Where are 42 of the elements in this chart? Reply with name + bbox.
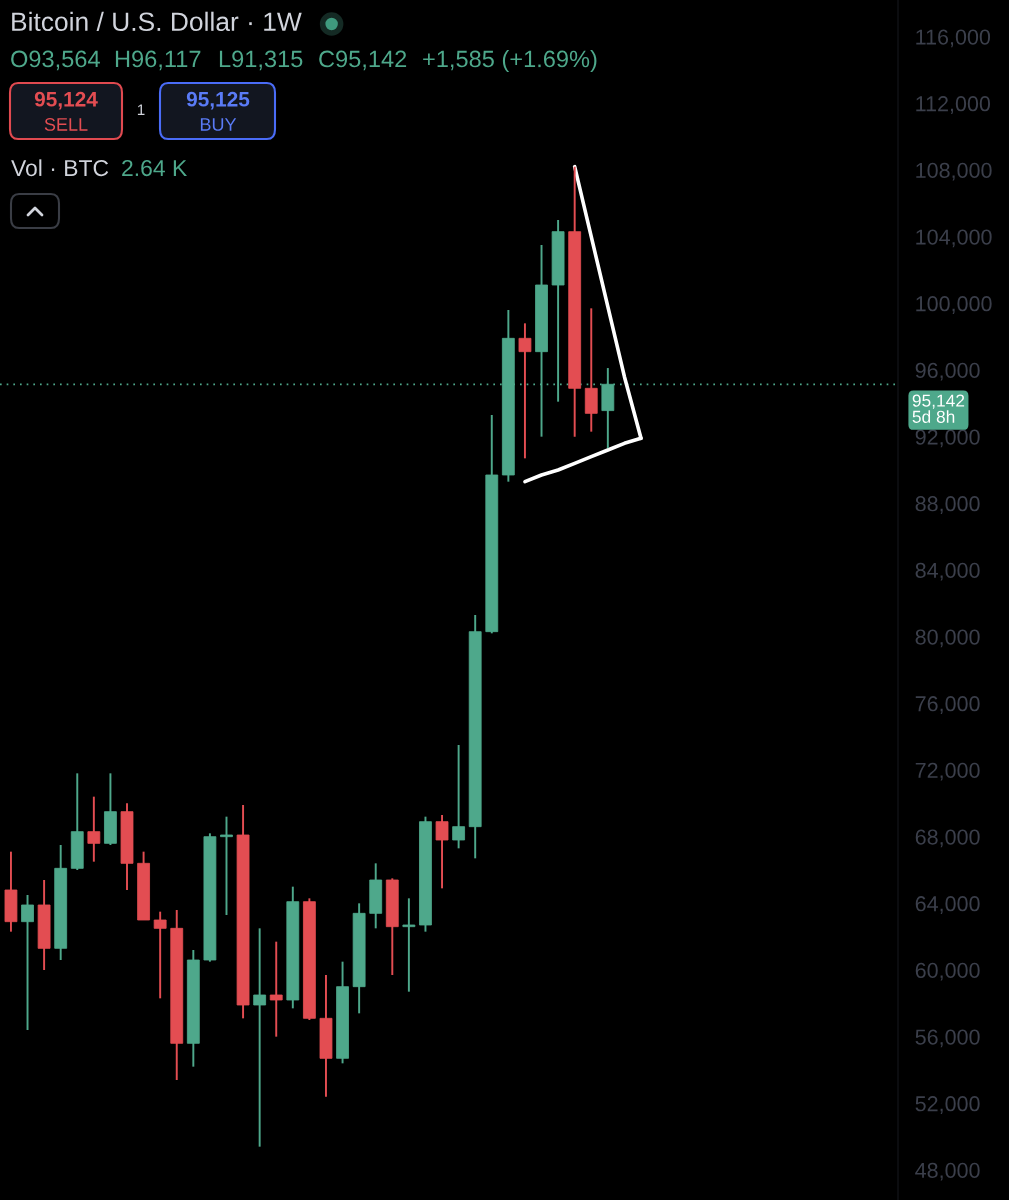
y-tick-label: 80,000: [915, 629, 980, 648]
y-tick-label: 108,000: [916, 162, 992, 181]
candlestick: [21, 894, 34, 1031]
y-tick-label: 88,000: [915, 496, 980, 514]
y-tick-label: 76,000: [915, 696, 980, 714]
candlestick: [435, 814, 449, 890]
annotation: +1,585 (+1.69%): [423, 50, 597, 72]
y-tick-label: 48,000: [915, 1162, 980, 1181]
annotation: 95,124: [34, 91, 98, 110]
y-tick-label: 104,000: [916, 229, 992, 248]
candlestick: [269, 940, 283, 1038]
candlestick: [452, 744, 466, 850]
annotation: 1: [137, 104, 145, 115]
candlestick: [87, 795, 101, 863]
annotation: L91,315: [219, 50, 303, 71]
candlestick: [220, 815, 233, 916]
chart-title: Bitcoin / U.S. Dollar · 1W: [12, 11, 302, 32]
annotation: 95,125: [186, 91, 250, 110]
y-tick-label: 64,000: [915, 896, 980, 914]
candlestick: [153, 910, 167, 1000]
y-tick-label: 116,000: [916, 29, 991, 48]
y-tick-label: 112,000: [916, 96, 991, 114]
candlestick: [402, 897, 416, 993]
annotation: O93,564: [11, 50, 100, 71]
ref-line-label: 95,142 5d 8h: [912, 394, 965, 423]
y-tick-label: 100,000: [916, 296, 992, 314]
annotation: SELL: [44, 118, 88, 131]
annotation: H96,117: [115, 50, 201, 71]
y-tick-label: 56,000: [915, 1029, 980, 1048]
candlestick: [518, 322, 532, 460]
candlestick: [253, 927, 267, 1148]
y-tick-label: 92,000: [915, 429, 980, 448]
annotation: BUY: [200, 118, 237, 131]
y-tick-label: 84,000: [915, 562, 980, 581]
y-tick-label: 96,000: [915, 362, 980, 381]
y-tick-label: 52,000: [915, 1096, 980, 1114]
annotation: Vol · BTC: [11, 159, 109, 177]
y-tick-label: 72,000: [915, 762, 980, 781]
y-tick-label: 68,000: [915, 829, 980, 848]
annotation: 2.64 K: [122, 159, 187, 177]
y-tick-label: 60,000: [915, 962, 980, 981]
annotation: C95,142: [319, 50, 407, 71]
